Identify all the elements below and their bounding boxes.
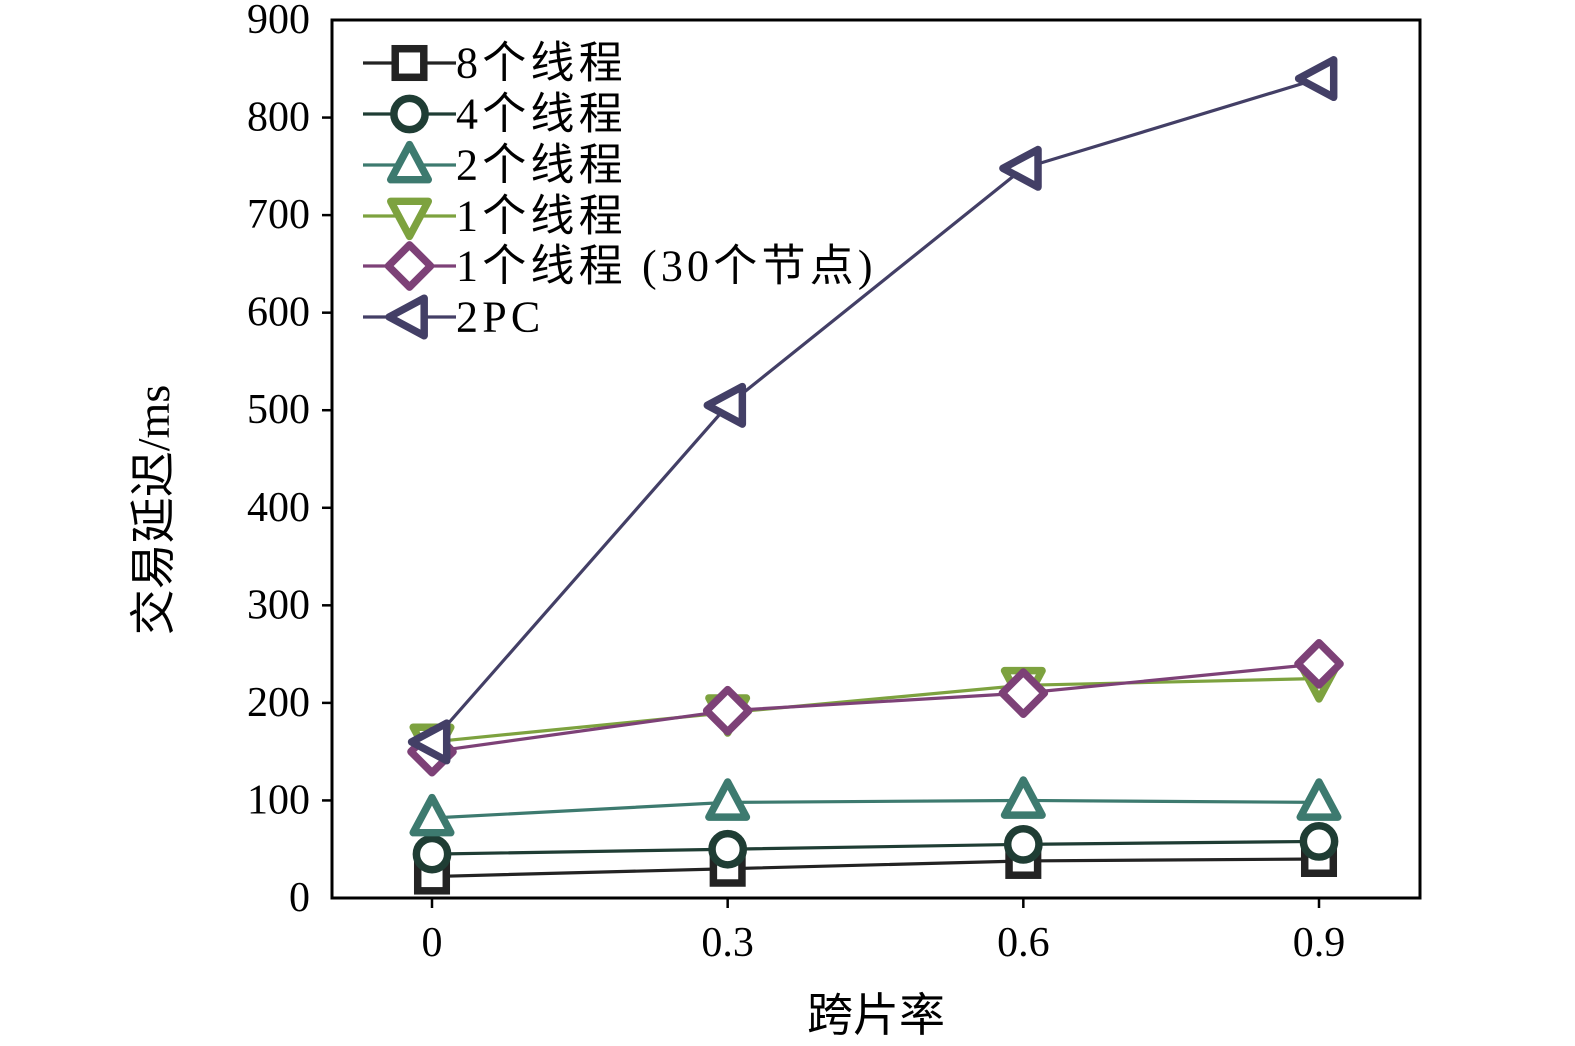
- svg-text:400: 400: [247, 485, 310, 531]
- svg-text:300: 300: [247, 582, 310, 628]
- svg-text:0.6: 0.6: [997, 920, 1050, 966]
- svg-text:700: 700: [247, 192, 310, 238]
- svg-text:0.3: 0.3: [701, 920, 754, 966]
- svg-text:600: 600: [247, 290, 310, 336]
- svg-text:4个线程: 4个线程: [456, 90, 627, 139]
- svg-text:0: 0: [289, 875, 310, 921]
- svg-text:100: 100: [247, 777, 310, 823]
- svg-text:8个线程: 8个线程: [456, 39, 627, 88]
- svg-text:800: 800: [247, 95, 310, 141]
- svg-text:500: 500: [247, 387, 310, 433]
- svg-text:1个线程 (30个节点): 1个线程 (30个节点): [456, 242, 877, 291]
- svg-text:2PC: 2PC: [456, 293, 544, 342]
- svg-text:2个线程: 2个线程: [456, 141, 627, 190]
- svg-text:200: 200: [247, 680, 310, 726]
- svg-text:0: 0: [422, 920, 443, 966]
- svg-text:1个线程: 1个线程: [456, 192, 627, 241]
- svg-text:0.9: 0.9: [1293, 920, 1346, 966]
- svg-text:900: 900: [247, 0, 310, 43]
